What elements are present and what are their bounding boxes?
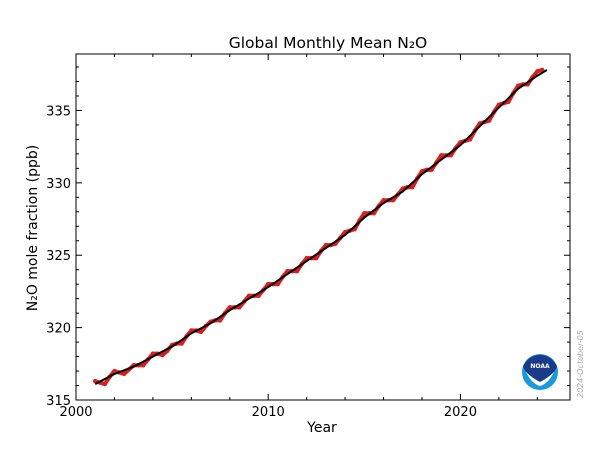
noaa-logo-text: NOAA <box>530 363 550 370</box>
x-axis-label: Year <box>306 420 337 436</box>
x-tick-label: 2010 <box>252 405 285 420</box>
monthly-mean-point <box>410 184 415 190</box>
monthly-mean-point <box>198 329 204 335</box>
monthly-mean-point <box>93 378 98 384</box>
monthly-mean-point <box>294 268 300 274</box>
monthly-mean-point <box>362 211 367 216</box>
y-tick-label: 320 <box>46 322 71 337</box>
x-tick-label: 2020 <box>444 405 477 420</box>
y-tick-label: 335 <box>46 104 71 119</box>
monthly-mean-point <box>160 352 165 358</box>
monthly-mean-point <box>467 137 473 142</box>
monthly-mean-point <box>121 371 127 377</box>
y-axis-label: N₂O mole fraction (ppb) <box>25 145 41 312</box>
monthly-mean-point <box>314 255 319 261</box>
y-tick-label: 330 <box>46 177 71 192</box>
monthly-mean-point <box>535 69 540 74</box>
y-tick-label: 315 <box>46 394 71 409</box>
noaa-logo-bird <box>526 372 554 386</box>
plot-frame <box>75 53 571 401</box>
monthly-mean-point <box>141 363 146 368</box>
monthly-mean-point <box>275 281 281 287</box>
y-tick-label: 325 <box>46 249 71 264</box>
chart-title: Global Monthly Mean N₂O <box>229 34 428 52</box>
noaa-logo-top <box>523 354 557 382</box>
monthly-mean-point <box>506 99 511 104</box>
monthly-mean-point <box>217 318 223 323</box>
date-stamp: 2024-October-05 <box>576 330 585 398</box>
monthly-mean-point <box>189 328 194 333</box>
monthly-mean-point <box>102 381 108 387</box>
series-group <box>93 67 548 387</box>
noaa-logo: NOAA <box>522 354 558 390</box>
monthly-mean-point <box>487 118 492 123</box>
monthly-mean-point <box>439 153 444 158</box>
ticks: 2000 2010 2020 315 320 325 330 335 <box>46 54 570 420</box>
monthly-mean-point <box>112 368 117 374</box>
x-tick-label: 2000 <box>59 405 92 420</box>
trend-line <box>94 69 548 385</box>
monthly-mean-point <box>179 341 184 346</box>
monthly-mean-line <box>93 67 545 387</box>
monthly-mean-point <box>150 351 156 356</box>
